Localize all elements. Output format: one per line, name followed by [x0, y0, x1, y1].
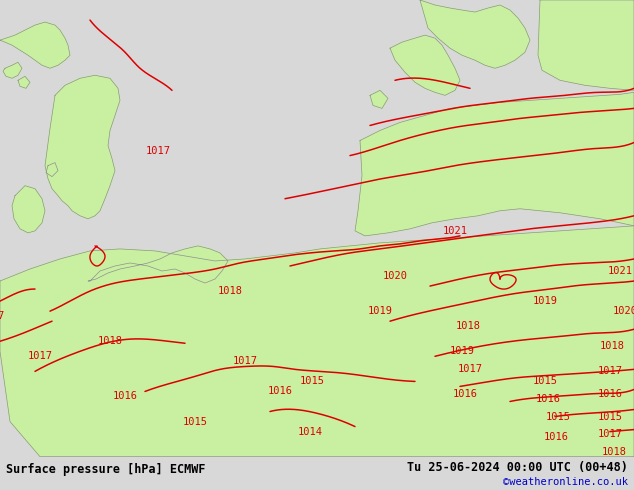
Text: 1019: 1019	[450, 346, 474, 356]
Text: 1021: 1021	[607, 266, 633, 276]
Polygon shape	[420, 0, 530, 68]
Text: 1018: 1018	[455, 321, 481, 331]
Text: 1019: 1019	[368, 306, 392, 316]
Polygon shape	[18, 76, 30, 88]
Text: 1020: 1020	[612, 306, 634, 316]
Text: 1016: 1016	[112, 392, 138, 401]
Text: 1017: 1017	[597, 367, 623, 376]
Text: 1016: 1016	[453, 390, 477, 399]
Text: 1017: 1017	[233, 356, 257, 367]
Text: Surface pressure [hPa] ECMWF: Surface pressure [hPa] ECMWF	[6, 464, 205, 476]
Polygon shape	[370, 90, 388, 108]
Text: 1015: 1015	[183, 416, 207, 427]
Polygon shape	[0, 22, 70, 68]
Polygon shape	[45, 75, 120, 219]
Polygon shape	[390, 35, 460, 96]
Text: 1021: 1021	[443, 226, 467, 236]
Text: 1016: 1016	[536, 394, 560, 404]
Text: Tu 25-06-2024 00:00 UTC (00+48): Tu 25-06-2024 00:00 UTC (00+48)	[407, 461, 628, 474]
Text: 1015: 1015	[545, 412, 571, 421]
Polygon shape	[88, 246, 228, 283]
Text: ©weatheronline.co.uk: ©weatheronline.co.uk	[503, 477, 628, 487]
Polygon shape	[12, 186, 45, 233]
Text: 1017: 1017	[597, 429, 623, 439]
Text: 1014: 1014	[297, 427, 323, 437]
Text: 1015: 1015	[299, 376, 325, 387]
Polygon shape	[3, 62, 22, 78]
Polygon shape	[538, 0, 634, 90]
Text: 1018: 1018	[217, 286, 242, 296]
Text: 1018: 1018	[602, 447, 626, 457]
Text: 1016: 1016	[597, 390, 623, 399]
Text: 1016: 1016	[268, 387, 292, 396]
Text: 1015: 1015	[533, 376, 557, 387]
Polygon shape	[355, 92, 634, 236]
Text: 1017: 1017	[458, 365, 482, 374]
Text: 1020: 1020	[382, 271, 408, 281]
Polygon shape	[0, 226, 634, 457]
Text: 1018: 1018	[600, 341, 624, 351]
Text: 1015: 1015	[597, 412, 623, 421]
Text: 1017: 1017	[27, 351, 53, 361]
Text: 1016: 1016	[543, 432, 569, 441]
Text: 1019: 1019	[533, 296, 557, 306]
Polygon shape	[46, 163, 58, 177]
Text: 1018: 1018	[98, 336, 122, 346]
Text: 7: 7	[0, 311, 3, 321]
Text: 1017: 1017	[145, 146, 171, 155]
